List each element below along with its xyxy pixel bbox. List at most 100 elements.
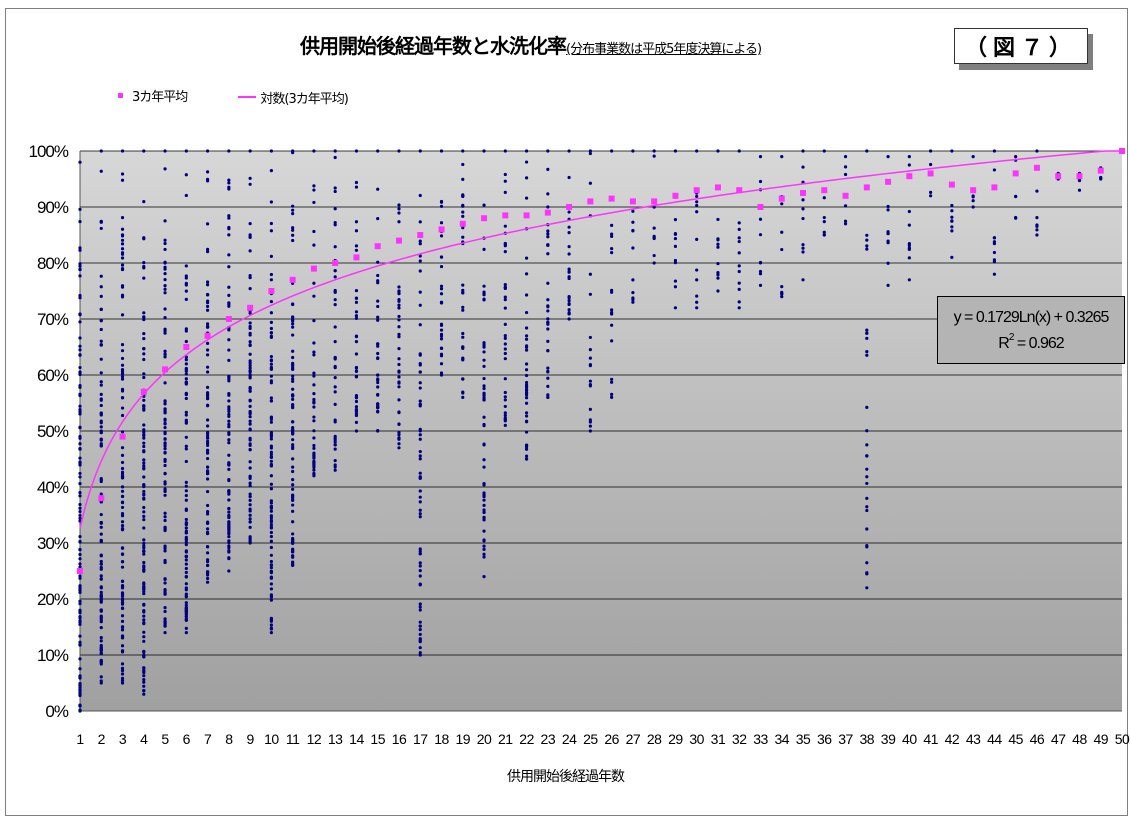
scatter-point	[610, 323, 614, 327]
trendline-group	[79, 150, 1122, 529]
scatter-point	[248, 311, 252, 315]
scatter-point	[503, 295, 507, 299]
scatter-point	[546, 321, 550, 325]
scatter-point	[227, 301, 231, 305]
scatter-point	[1035, 228, 1039, 232]
scatter-point	[142, 630, 146, 634]
scatter-point	[184, 517, 188, 522]
scatter-point	[631, 278, 635, 282]
scatter-point	[418, 495, 422, 499]
scatter-point	[418, 651, 422, 655]
scatter-point	[524, 430, 529, 434]
legend-line-marker	[238, 96, 257, 98]
scatter-point	[269, 576, 273, 580]
y-tick-label: 20%	[37, 590, 69, 609]
scatter-point	[269, 334, 273, 338]
scatter-point	[865, 331, 869, 335]
scatter-point	[418, 471, 422, 475]
scatter-point	[99, 429, 103, 433]
scatter-point	[737, 149, 741, 153]
scatter-point	[376, 318, 380, 322]
scatter-point	[291, 238, 295, 243]
scatter-point	[758, 283, 763, 287]
scatter-point	[546, 393, 550, 397]
scatter-point	[248, 498, 252, 502]
scatter-point	[78, 471, 82, 476]
scatter-point	[163, 167, 167, 171]
scatter-point	[333, 443, 337, 447]
average-marker	[757, 204, 764, 210]
scatter-point	[78, 207, 82, 211]
scatter-point	[397, 437, 401, 441]
scatter-point	[120, 552, 125, 556]
scatter-point	[1035, 233, 1039, 237]
scatter-point	[865, 561, 869, 565]
scatter-point	[227, 514, 231, 518]
scatter-point	[312, 405, 316, 409]
scatter-point	[142, 430, 146, 434]
scatter-point	[610, 312, 614, 316]
scatter-point	[461, 395, 465, 399]
scatter-point	[120, 644, 125, 648]
scatter-point	[163, 241, 167, 246]
scatter-point	[248, 182, 252, 186]
scatter-point	[248, 436, 252, 440]
scatter-point	[227, 358, 231, 362]
scatter-point	[461, 391, 465, 395]
scatter-point	[418, 602, 422, 606]
scatter-point	[737, 287, 741, 291]
scatter-point	[248, 386, 252, 390]
scatter-point	[418, 242, 422, 246]
scatter-point	[418, 549, 422, 553]
scatter-point	[610, 246, 614, 251]
scatter-point	[269, 362, 273, 366]
scatter-point	[397, 318, 401, 322]
scatter-point	[418, 427, 422, 431]
scatter-point	[142, 450, 146, 454]
scatter-point	[248, 343, 252, 347]
scatter-point	[269, 563, 273, 567]
scatter-point	[716, 276, 720, 280]
scatter-point	[333, 458, 337, 463]
scatter-point	[78, 688, 82, 692]
scatter-point	[163, 307, 167, 311]
scatter-point	[524, 149, 529, 153]
scatter-point	[333, 434, 337, 438]
scatter-point	[312, 429, 316, 433]
scatter-point	[971, 155, 975, 159]
scatter-point	[291, 494, 295, 498]
scatter-point	[120, 356, 125, 361]
scatter-point	[1035, 189, 1039, 193]
scatter-point	[269, 593, 273, 597]
scatter-point	[248, 466, 252, 470]
scatter-point	[333, 302, 337, 307]
scatter-point	[631, 290, 635, 295]
scatter-point	[184, 631, 188, 635]
x-tick-label: 32	[732, 731, 747, 747]
scatter-point	[142, 436, 146, 440]
scatter-point	[291, 428, 295, 432]
scatter-point	[184, 526, 188, 530]
scatter-point	[418, 239, 422, 243]
scatter-point	[503, 322, 507, 327]
scatter-point	[291, 355, 295, 360]
scatter-point	[269, 514, 273, 518]
scatter-point	[567, 317, 571, 321]
scatter-point	[397, 220, 401, 224]
scatter-point	[482, 575, 486, 579]
scatter-point	[142, 688, 146, 693]
scatter-point	[227, 328, 231, 332]
scatter-point	[546, 349, 550, 353]
x-tick-label: 18	[434, 731, 449, 747]
scatter-point	[248, 176, 252, 180]
scatter-point	[461, 226, 465, 230]
scatter-point	[291, 349, 295, 353]
chart-subtitle: (分布事業数は平成5年度決算による)	[566, 42, 762, 57]
scatter-point	[205, 510, 210, 514]
scatter-point	[269, 482, 273, 486]
scatter-point	[524, 272, 529, 276]
scatter-point	[99, 343, 103, 347]
scatter-point	[248, 366, 252, 370]
scatter-point	[737, 236, 741, 240]
scatter-point	[354, 220, 359, 224]
